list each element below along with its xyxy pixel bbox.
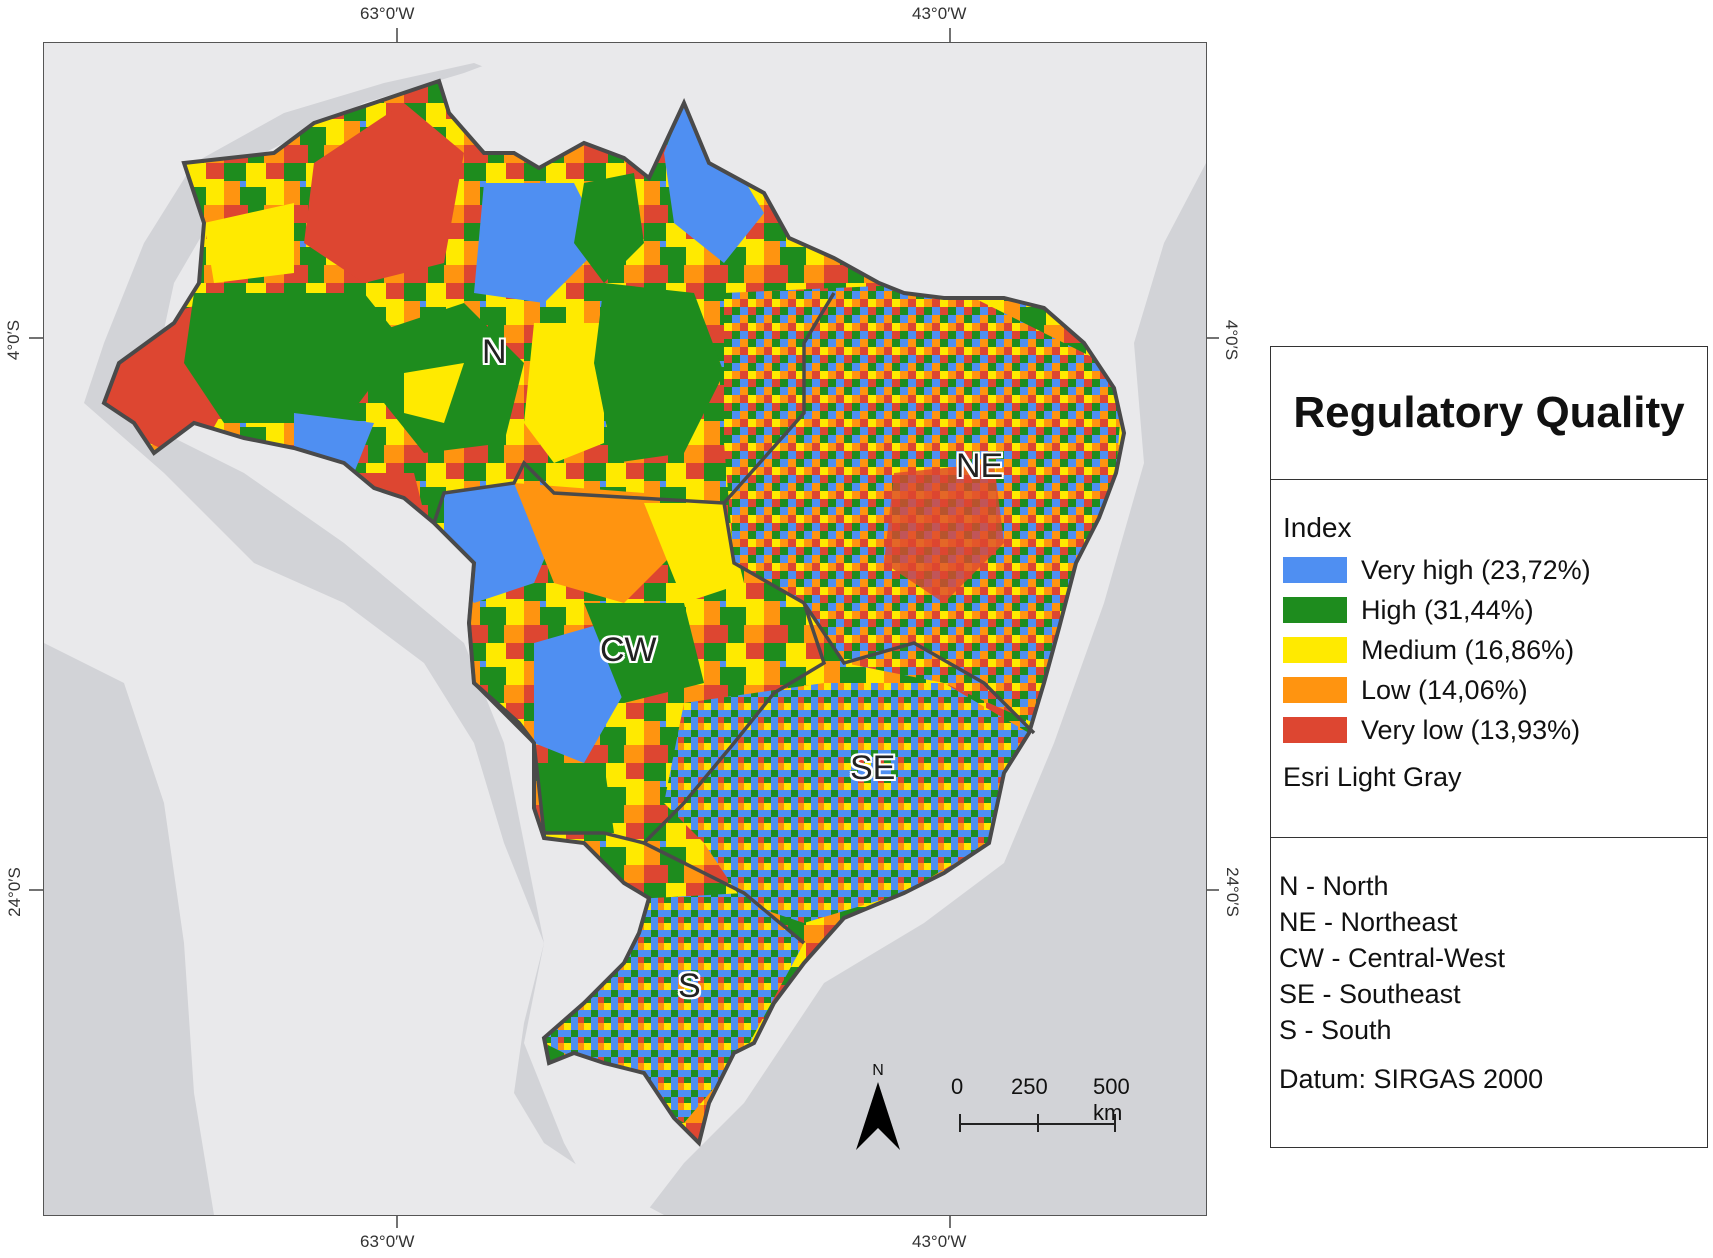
legend-swatch [1283,557,1347,583]
region-label-ne: NE [956,447,1004,485]
abbr-central-west: CW - Central-West [1279,943,1506,973]
legend-title: Regulatory Quality [1293,388,1685,437]
legend-basemap: Esri Light Gray [1283,762,1462,792]
legend-item: Low (14,06%) [1283,670,1707,710]
scale-tick-0: 0 [951,1074,964,1099]
legend-datum: Datum: SIRGAS 2000 [1279,1064,1544,1094]
lon-label-bottom-right: 43°0′W [912,1232,967,1251]
legend-item-label: Very low (13,93%) [1361,714,1581,745]
legend-item: Very low (13,93%) [1283,710,1707,750]
map-frame[interactable]: N NE CW SE S [43,42,1207,1216]
region-border-se [643,841,806,945]
scale-bar-line [959,1114,1116,1132]
region-label-cw: CW [600,631,657,669]
abbr-south: S - South [1279,1015,1392,1045]
north-arrow: N [853,1062,903,1165]
legend-item: High (31,44%) [1283,590,1707,630]
scale-bar: 0 250 500 km [945,1074,1155,1134]
legend-abbreviation-box: N - North NE - Northeast CW - Central-We… [1271,838,1707,1095]
legend-item: Medium (16,86%) [1283,630,1707,670]
legend-index-heading: Index [1283,512,1352,543]
legend-panel: Regulatory Quality Index Very high (23,7… [1270,346,1708,1148]
lon-label-bottom-left: 63°0′W [360,1232,415,1251]
lon-label-top-left: 63°0′W [360,4,415,23]
legend-item-label: Low (14,06%) [1361,674,1528,705]
legend-item-label: High (31,44%) [1361,594,1534,625]
map-canvas [44,43,1206,1215]
lon-label-top-right: 43°0′W [912,4,967,23]
region-label-s: S [678,967,701,1005]
legend-item-label: Very high (23,72%) [1361,554,1591,585]
scale-tick-500: 500 km [1093,1074,1130,1125]
region-border-ne [722,292,1036,735]
scale-tick-250: 250 [1011,1074,1048,1099]
abbr-northeast: NE - Northeast [1279,907,1458,937]
legend-item-label: Medium (16,86%) [1361,634,1575,665]
legend-swatch [1283,677,1347,703]
region-label-n: N [482,333,507,371]
basemap-land [44,43,1206,1215]
legend-swatch [1283,717,1347,743]
legend-title-box: Regulatory Quality [1271,347,1707,480]
legend-items: Very high (23,72%) High (31,44%) Medium (1… [1283,550,1707,750]
legend-swatch [1283,597,1347,623]
basemap-ocean-west [44,643,214,1215]
region-border-cw [431,460,827,845]
north-arrow-label: N [872,1062,884,1079]
abbr-north: N - North [1279,871,1389,901]
legend-index-box: Index Very high (23,72%) High (31,44%) Med… [1271,480,1707,838]
legend-swatch [1283,637,1347,663]
north-arrow-icon [856,1082,900,1150]
legend-item: Very high (23,72%) [1283,550,1707,590]
region-label-se: SE [850,749,896,787]
abbr-southeast: SE - Southeast [1279,979,1461,1009]
